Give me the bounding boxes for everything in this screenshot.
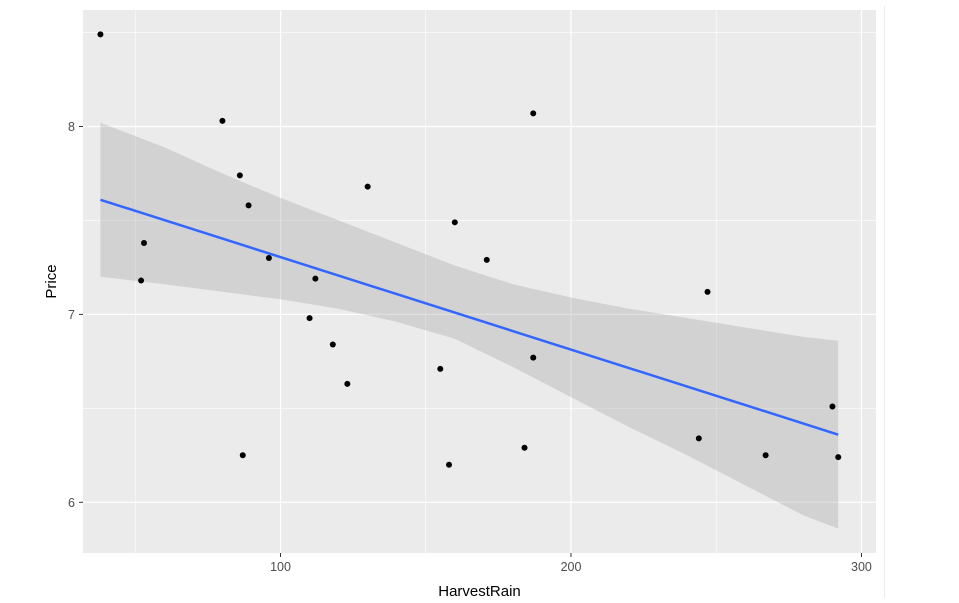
plot-panel (83, 10, 876, 553)
data-point (762, 452, 769, 459)
data-point (306, 315, 313, 322)
data-point (483, 256, 490, 263)
confidence-band (100, 122, 839, 529)
right-divider (884, 6, 885, 598)
x-tick-label: 100 (270, 560, 291, 574)
grid-major-lines (83, 10, 876, 553)
data-point (446, 461, 452, 468)
data-point (138, 277, 145, 284)
trend-line (100, 198, 839, 436)
data-point (829, 403, 836, 410)
data-point (265, 255, 272, 262)
data-point (245, 202, 252, 209)
x-axis-ticks: 100 200 300 (270, 553, 872, 574)
y-tick-label: 8 (68, 120, 75, 134)
data-point (704, 288, 711, 295)
data-point (364, 183, 371, 190)
data-point (239, 452, 246, 459)
y-axis-title: Price (43, 264, 60, 298)
x-tick-label: 200 (561, 560, 582, 574)
y-tick-label: 6 (68, 496, 75, 510)
data-point (312, 275, 319, 282)
data-point (97, 31, 104, 38)
y-tick-label: 7 (68, 308, 75, 322)
x-tick-label: 300 (851, 560, 872, 574)
grid-minor-lines (83, 10, 876, 553)
data-points (97, 31, 842, 468)
data-point (329, 341, 336, 348)
y-axis-ticks: 6 7 8 (68, 120, 83, 510)
data-point (236, 172, 243, 179)
data-point (344, 380, 351, 387)
x-axis-title: HarvestRain (438, 583, 521, 600)
data-point (530, 354, 537, 361)
data-point (451, 219, 458, 226)
data-point (695, 435, 702, 442)
data-point (141, 239, 147, 246)
data-point (521, 444, 528, 451)
data-point (437, 365, 444, 372)
data-point (219, 117, 226, 124)
data-point (530, 110, 537, 117)
data-point (835, 454, 842, 461)
